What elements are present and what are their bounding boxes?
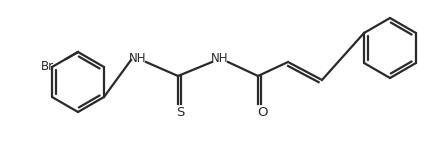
- Text: NH: NH: [211, 52, 229, 64]
- Text: NH: NH: [129, 52, 147, 64]
- Text: S: S: [176, 105, 184, 119]
- Text: Br: Br: [41, 59, 54, 73]
- Text: O: O: [258, 105, 268, 119]
